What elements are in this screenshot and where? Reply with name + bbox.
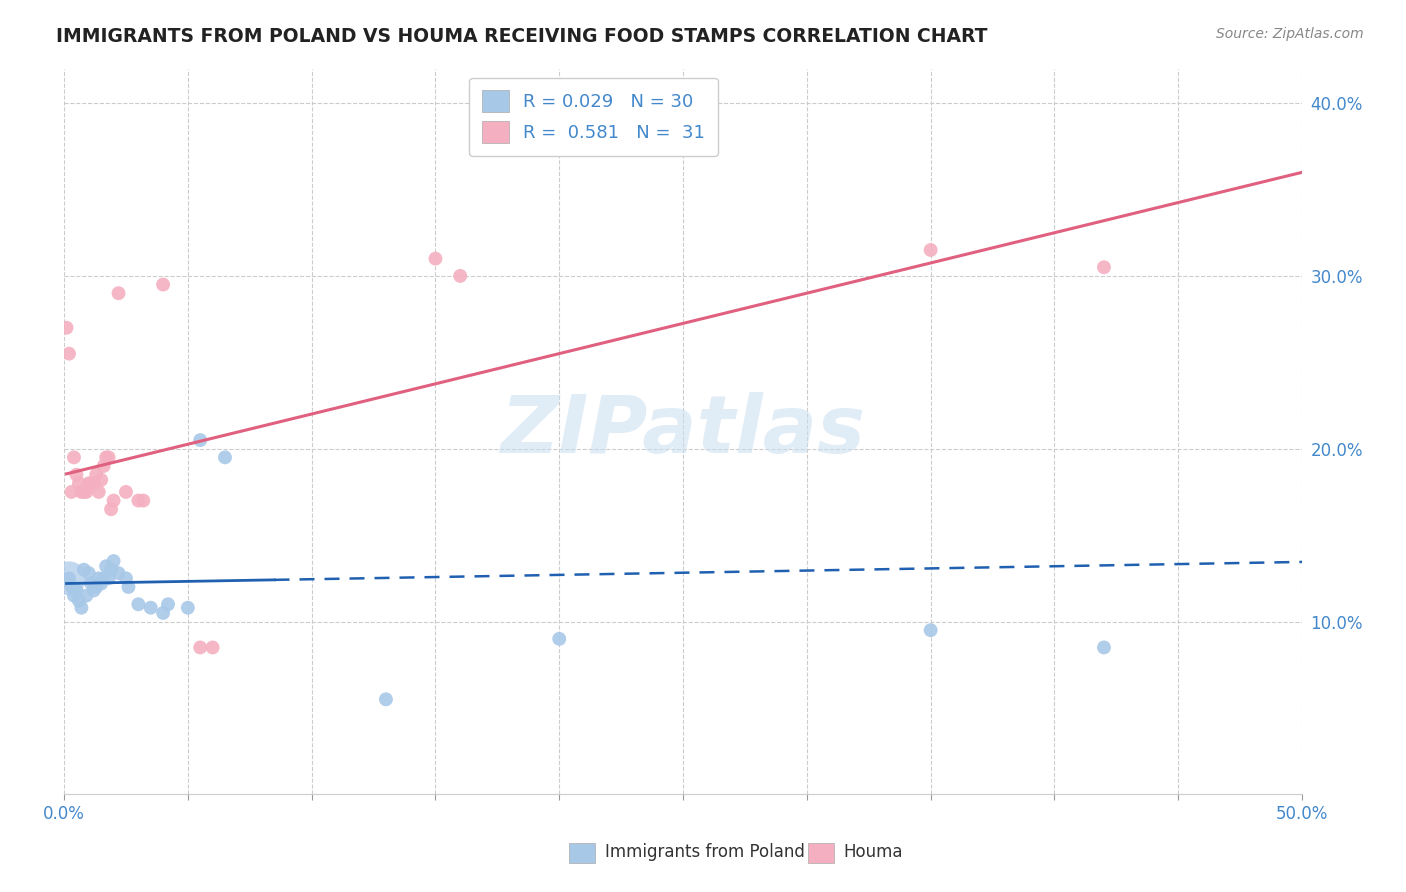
Point (157, 597, 180, 611)
Point (93, 571, 115, 585)
Point (132, 493, 155, 508)
Point (920, 623, 942, 637)
Point (94, 559, 117, 574)
Point (152, 606, 174, 620)
Point (77, 476, 100, 491)
Point (77, 566, 100, 581)
Point (93, 458, 115, 473)
Point (103, 554, 125, 568)
Point (177, 600, 200, 615)
Point (80, 476, 103, 491)
Point (87, 484, 110, 499)
Point (75, 589, 97, 603)
Point (94, 450, 117, 465)
Point (449, 268, 471, 283)
Point (73, 563, 96, 577)
Point (80, 576, 103, 591)
Point (214, 450, 236, 465)
Point (548, 632, 571, 646)
Point (63, 450, 86, 465)
Point (127, 597, 149, 611)
Point (201, 640, 224, 655)
Point (67, 476, 90, 491)
Point (83, 583, 105, 598)
Point (70, 600, 93, 615)
Text: ZIPatlas: ZIPatlas (501, 392, 866, 470)
Point (107, 566, 129, 581)
Text: Source: ZipAtlas.com: Source: ZipAtlas.com (1216, 27, 1364, 41)
Point (55, 320, 77, 334)
Point (84, 580, 107, 594)
Point (152, 277, 174, 292)
Point (425, 252, 447, 266)
Point (87, 571, 110, 585)
Point (920, 243, 942, 257)
Point (75, 484, 97, 499)
Point (374, 692, 396, 706)
Point (103, 493, 125, 508)
Point (127, 493, 149, 508)
Point (100, 563, 122, 577)
Point (70, 484, 93, 499)
Point (97, 450, 120, 465)
Point (1092, 260, 1115, 275)
Point (58, 571, 80, 585)
Point (67, 594, 90, 608)
Text: IMMIGRANTS FROM POLAND VS HOUMA RECEIVING FOOD STAMPS CORRELATION CHART: IMMIGRANTS FROM POLAND VS HOUMA RECEIVIN… (56, 27, 988, 45)
Point (58, 571, 80, 585)
Point (115, 484, 138, 499)
Point (100, 502, 122, 516)
Legend: R = 0.029   N = 30, R =  0.581   N =  31: R = 0.029 N = 30, R = 0.581 N = 31 (470, 78, 718, 156)
Point (73, 484, 96, 499)
Point (97, 571, 120, 585)
Point (84, 467, 107, 482)
Point (188, 433, 211, 447)
Point (58, 346, 80, 360)
Point (188, 640, 211, 655)
Point (90, 473, 112, 487)
Text: Immigrants from Poland: Immigrants from Poland (605, 843, 804, 861)
Text: Houma: Houma (844, 843, 903, 861)
Point (65, 583, 87, 598)
Point (90, 576, 112, 591)
Point (107, 286, 129, 301)
Point (117, 580, 139, 594)
Point (60, 484, 83, 499)
Point (83, 476, 105, 491)
Point (63, 589, 86, 603)
Point (65, 467, 87, 482)
Point (139, 600, 162, 615)
Point (115, 571, 138, 585)
Point (60, 580, 83, 594)
Point (1092, 640, 1115, 655)
